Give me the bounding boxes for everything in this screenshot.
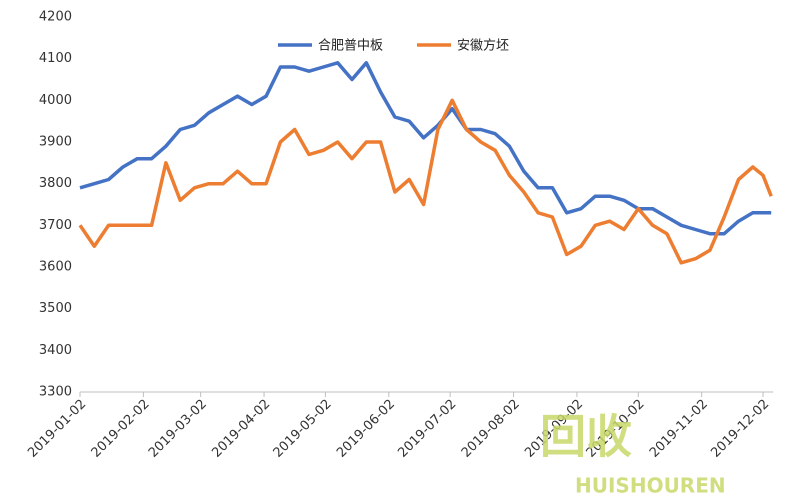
y-tick-label: 3400 [39, 343, 72, 358]
watermark: 回收 HUISHOUREN [540, 410, 726, 498]
x-tick-label: 2019-01-02 [25, 397, 89, 461]
y-tick-label: 4200 [39, 10, 72, 25]
series-line [79, 61, 772, 236]
series-line [78, 98, 773, 265]
x-tick-label: 2019-11-02 [647, 397, 711, 461]
x-tick-label: 2019-06-02 [334, 397, 398, 461]
x-tick-label: 2019-08-02 [459, 397, 523, 461]
x-tick-label: 2019-12-02 [708, 397, 772, 461]
x-tick-label: 2019-02-02 [89, 397, 153, 461]
x-tick-label: 2019-07-02 [395, 397, 459, 461]
y-tick-label: 4100 [39, 51, 72, 66]
x-tick-label: 2019-04-02 [209, 397, 273, 461]
y-tick-label: 3600 [39, 260, 72, 275]
y-tick-label: 4000 [39, 93, 72, 108]
y-tick-label: 3500 [39, 301, 72, 316]
watermark-brand: HUISHOUREN [575, 474, 726, 498]
y-tick-label: 3300 [39, 385, 72, 400]
y-tick-label: 3800 [39, 176, 72, 191]
legend-label: 安徽方坯 [457, 38, 509, 54]
legend-label: 合肥普中板 [318, 39, 383, 54]
watermark-logo: 回收 [540, 410, 632, 464]
x-tick-label: 2019-03-02 [146, 397, 210, 461]
y-tick-label: 3700 [39, 218, 72, 233]
legend: 合肥普中板 安徽方坯 [278, 38, 509, 54]
x-tick-label: 2019-05-02 [271, 397, 335, 461]
y-tick-label: 3900 [39, 135, 72, 150]
